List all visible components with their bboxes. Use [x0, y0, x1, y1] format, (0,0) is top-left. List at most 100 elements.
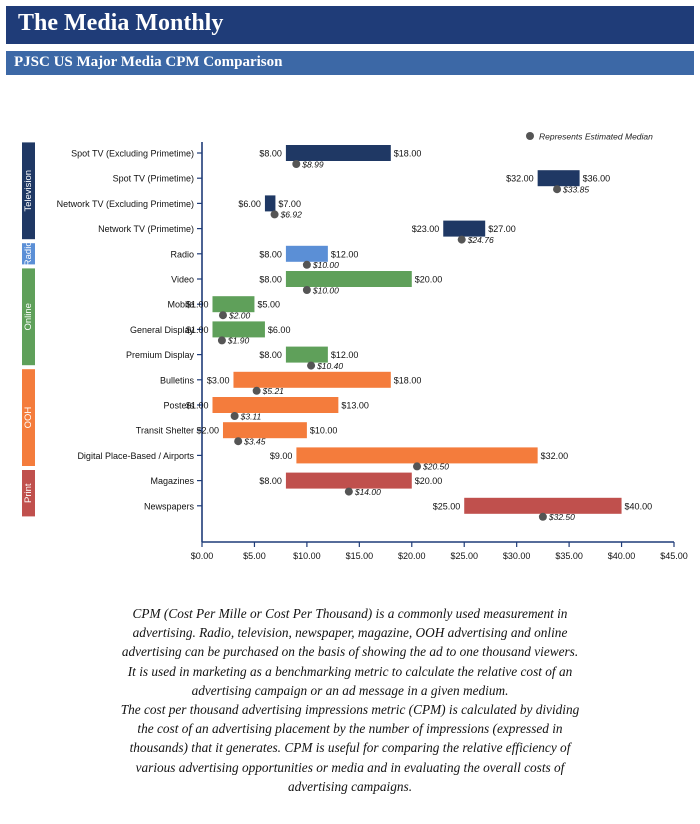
group-band — [22, 142, 35, 240]
x-tick-label: $10.00 — [293, 551, 321, 561]
range-bar — [285, 245, 328, 262]
median-marker — [270, 210, 279, 219]
median-marker — [302, 260, 311, 269]
range-bar — [233, 371, 391, 388]
chart-axes: $0.00 $5.00 $10.00 $15.00 $20.00 $25.00 $30.00… — [191, 142, 688, 561]
median-value-label: $33.85 — [562, 185, 589, 195]
low-value-label: $23.00 — [412, 224, 440, 234]
low-value-label: $2.00 — [196, 426, 219, 436]
x-tick-label: $35.00 — [555, 551, 583, 561]
category-label: Digital Place-Based / Airports — [77, 451, 194, 461]
low-value-label: $9.00 — [270, 451, 293, 461]
median-value-label: $2.00 — [228, 311, 251, 321]
median-marker — [252, 386, 261, 395]
high-value-label: $36.00 — [583, 174, 611, 184]
low-value-label: $8.00 — [259, 249, 282, 259]
group-band — [22, 243, 35, 265]
median-value-label: $8.99 — [301, 159, 324, 169]
category-label: Bulletins — [160, 375, 195, 385]
median-marker — [538, 512, 547, 521]
cpm-range-chart: Television Radio Online OOH Print $0.00 $5.00… — [22, 132, 688, 561]
category-label: Spot TV (Excluding Primetime) — [71, 149, 194, 159]
x-tick-label: $30.00 — [503, 551, 531, 561]
x-tick-label: $15.00 — [346, 551, 374, 561]
range-bar — [537, 170, 580, 187]
range-bar — [285, 472, 412, 489]
high-value-label: $5.00 — [257, 300, 280, 310]
low-value-label: $1.00 — [186, 401, 209, 411]
group-band — [22, 268, 35, 366]
category-label: Newspapers — [144, 501, 195, 511]
group-band — [22, 369, 35, 466]
high-value-label: $10.00 — [310, 426, 338, 436]
category-label: Network TV (Excluding Primetime) — [57, 199, 194, 209]
median-marker — [344, 487, 353, 496]
median-marker — [230, 412, 239, 420]
description-paragraph-2: The cost per thousand advertising impres… — [120, 702, 580, 794]
median-marker — [234, 437, 243, 446]
high-value-label: $20.00 — [415, 476, 443, 486]
category-label: General Display — [130, 325, 195, 335]
description: CPM (Cost Per Mille or Cost Per Thousand… — [120, 604, 580, 796]
group-label: Online — [23, 303, 34, 330]
high-value-label: $18.00 — [394, 149, 422, 159]
range-bar — [285, 145, 391, 161]
x-tick-label: $20.00 — [398, 551, 426, 561]
median-value-label: $10.00 — [312, 285, 339, 295]
range-bar — [212, 321, 265, 338]
high-value-label: $12.00 — [331, 249, 359, 259]
legend-median-marker — [526, 132, 534, 140]
low-value-label: $8.00 — [259, 275, 282, 285]
subheader-banner: PJSC US Major Media CPM Comparison — [6, 51, 694, 75]
high-value-label: $40.00 — [625, 501, 653, 511]
group-label: Television — [23, 170, 34, 212]
median-value-label: $6.92 — [280, 210, 303, 220]
range-bar — [222, 422, 307, 439]
median-marker — [413, 462, 422, 471]
median-value-label: $3.45 — [243, 437, 266, 447]
median-marker — [302, 286, 311, 294]
chart-legend: Represents Estimated Median — [526, 132, 653, 142]
category-label: Magazines — [150, 476, 194, 486]
x-tick-label: $0.00 — [191, 551, 214, 561]
median-marker — [307, 361, 316, 370]
median-value-label: $1.90 — [227, 336, 250, 346]
x-tick-label: $25.00 — [450, 551, 478, 561]
header-banner: The Media Monthly — [6, 6, 694, 44]
chart-title: PJSC US Major Media CPM Comparison — [14, 54, 283, 70]
group-band — [22, 470, 35, 517]
high-value-label: $32.00 — [541, 451, 569, 461]
description-paragraph-1: CPM (Cost Per Mille or Cost Per Thousand… — [121, 606, 579, 698]
category-label: Premium Display — [126, 350, 195, 360]
legend-label: Represents Estimated Median — [539, 132, 653, 142]
category-label: Transit Shelter — [136, 426, 194, 436]
median-value-label: $14.00 — [354, 487, 381, 497]
range-bar — [443, 220, 486, 237]
x-tick-label: $40.00 — [608, 551, 636, 561]
median-value-label: $10.00 — [312, 260, 339, 270]
median-marker — [553, 185, 562, 194]
high-value-label: $13.00 — [341, 401, 369, 411]
high-value-label: $18.00 — [394, 375, 422, 385]
range-bar — [296, 447, 538, 464]
high-value-label: $12.00 — [331, 350, 359, 360]
median-value-label: $3.11 — [240, 411, 262, 421]
low-value-label: $1.00 — [186, 325, 209, 335]
median-value-label: $10.40 — [316, 361, 343, 371]
low-value-label: $8.00 — [259, 149, 282, 159]
page-title: The Media Monthly — [18, 10, 224, 36]
high-value-label: $27.00 — [488, 224, 516, 234]
median-value-label: $5.21 — [262, 386, 285, 396]
range-bar — [285, 271, 412, 287]
group-label: Print — [23, 483, 34, 503]
range-bar — [264, 195, 276, 212]
category-label: Radio — [170, 249, 194, 259]
group-label: Radio — [23, 241, 34, 266]
high-value-label: $20.00 — [415, 275, 443, 285]
category-label: Posters — [163, 401, 194, 411]
median-marker — [457, 235, 466, 244]
median-value-label: $32.50 — [548, 512, 575, 522]
low-value-label: $6.00 — [238, 199, 261, 209]
low-value-label: $8.00 — [259, 476, 282, 486]
range-bar — [212, 296, 255, 313]
